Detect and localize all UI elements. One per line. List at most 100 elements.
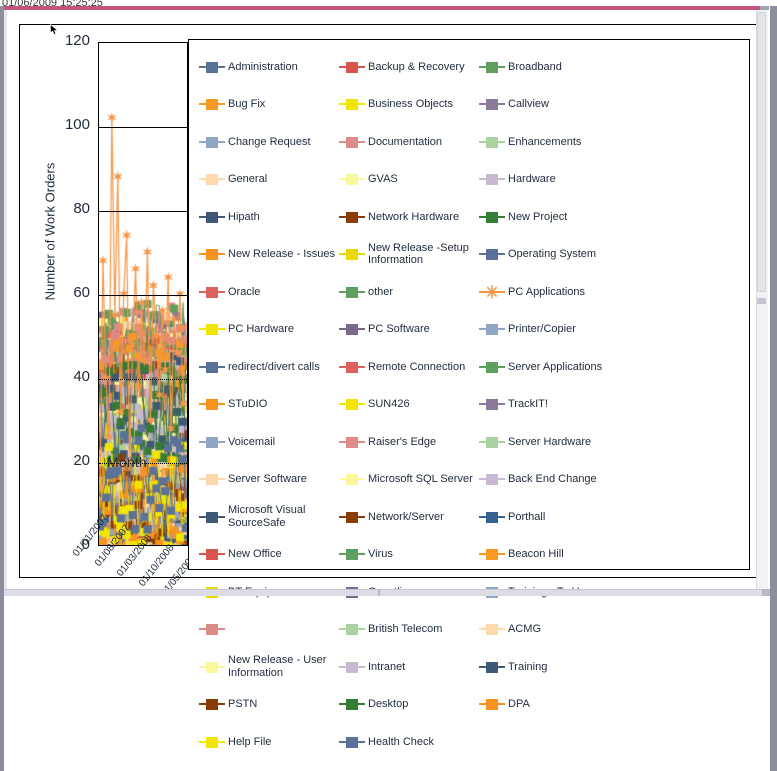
legend-item[interactable]: PSTN: [199, 686, 339, 724]
legend-item[interactable]: New Release - User Information: [199, 648, 339, 686]
legend-item-label: Callview: [508, 98, 549, 110]
legend-item[interactable]: Microsoft SQL Server: [339, 461, 479, 499]
legend-item-label: Documentation: [368, 135, 442, 148]
legend-item[interactable]: Broadband: [479, 48, 619, 86]
legend-item[interactable]: Porthall: [479, 498, 619, 536]
legend-item[interactable]: ACMG: [479, 611, 619, 649]
legend-item[interactable]: Server Software: [199, 461, 339, 499]
legend-square-marker-icon: [479, 697, 505, 711]
legend-item[interactable]: Voicemail: [199, 423, 339, 461]
legend-item[interactable]: Intranet: [339, 648, 479, 686]
legend-item[interactable]: Business Objects: [339, 86, 479, 124]
legend-item-label: PSTN: [228, 698, 258, 710]
legend-square-marker-icon: [479, 547, 505, 561]
legend-item[interactable]: New Project: [479, 198, 619, 236]
legend-square-marker-icon: [199, 735, 225, 749]
legend-item-label: Hipath: [228, 210, 260, 223]
legend-item[interactable]: TrackIT!: [479, 386, 619, 424]
legend-item-label: Server Software: [228, 473, 307, 485]
legend-item[interactable]: Raiser's Edge: [339, 423, 479, 461]
y-axis-tick-label: 40: [73, 368, 90, 385]
legend-item[interactable]: Callview: [479, 86, 619, 124]
horizontal-scrollbar-split[interactable]: [378, 589, 380, 596]
legend-square-marker-icon: [199, 547, 225, 561]
gridline-60: [99, 295, 187, 296]
legend-square-marker-icon: [479, 397, 505, 411]
legend-square-marker-icon: [479, 435, 505, 449]
legend-item[interactable]: PC Hardware: [199, 311, 339, 349]
y-axis-tick-label: 120: [64, 32, 90, 49]
window-title-strip: 01/06/2009 15:25:25: [0, 0, 777, 7]
legend-item[interactable]: Printer/Copier: [479, 311, 619, 349]
legend-item[interactable]: redirect/divert calls: [199, 348, 339, 386]
legend-item[interactable]: Network/Server: [339, 498, 479, 536]
gridline-80: [99, 211, 187, 212]
gridline-100: [99, 127, 187, 128]
legend-item[interactable]: New Office: [199, 536, 339, 574]
legend-item-label: Change Request: [228, 135, 311, 148]
accent-bar-cap: [760, 6, 769, 10]
gridline-20: [99, 463, 187, 465]
legend-item[interactable]: Documentation: [339, 123, 479, 161]
legend-item-label: Desktop: [368, 698, 409, 710]
legend-item-label: General: [228, 173, 268, 185]
legend-item[interactable]: DPA: [479, 686, 619, 724]
legend-item[interactable]: Network Hardware: [339, 198, 479, 236]
horizontal-scrollbar-end-cap[interactable]: [762, 589, 770, 596]
legend-item[interactable]: other: [339, 273, 479, 311]
legend-item[interactable]: Health Check: [339, 723, 479, 761]
legend-item-label: TrackIT!: [508, 398, 548, 410]
legend-item[interactable]: GVAS: [339, 161, 479, 199]
legend-item-label: Microsoft Visual SourceSafe: [228, 504, 306, 529]
legend-item[interactable]: Server Hardware: [479, 423, 619, 461]
legend-item[interactable]: Help File: [199, 723, 339, 761]
legend-item[interactable]: Hipath: [199, 198, 339, 236]
legend-square-marker-icon: [339, 510, 365, 524]
legend-item-label: PC Applications: [508, 285, 586, 298]
y-axis-tick-label: 0: [81, 536, 90, 553]
legend-item[interactable]: Operating System: [479, 236, 619, 274]
legend-item[interactable]: [199, 611, 339, 649]
legend-square-marker-icon: [339, 60, 365, 74]
legend-item[interactable]: New Release -Setup Information: [339, 236, 479, 274]
legend-item[interactable]: British Telecom: [339, 611, 479, 649]
legend-item[interactable]: Hardware: [479, 161, 619, 199]
legend-square-marker-icon: [199, 435, 225, 449]
legend-item[interactable]: Administration: [199, 48, 339, 86]
legend-square-marker-icon: [199, 510, 225, 524]
legend-item[interactable]: New Release - Issues: [199, 236, 339, 274]
legend-item[interactable]: Bug Fix: [199, 86, 339, 124]
legend-item[interactable]: General: [199, 161, 339, 199]
legend-item[interactable]: Microsoft Visual SourceSafe: [199, 498, 339, 536]
legend-item[interactable]: Enhancements: [479, 123, 619, 161]
legend-square-marker-icon: [479, 210, 505, 224]
legend-square-marker-icon: [479, 172, 505, 186]
legend-item[interactable]: PC Software: [339, 311, 479, 349]
legend-item-label: New Release -Setup Information: [368, 241, 469, 267]
legend-item[interactable]: Backup & Recovery: [339, 48, 479, 86]
legend-item[interactable]: STuDIO: [199, 386, 339, 424]
legend-square-marker-icon: [339, 547, 365, 561]
legend-item[interactable]: Change Request: [199, 123, 339, 161]
legend-item[interactable]: Virus: [339, 536, 479, 574]
legend-item-label: Server Applications: [508, 360, 603, 373]
legend-square-marker-icon: [339, 622, 365, 636]
legend-item[interactable]: Beacon Hill: [479, 536, 619, 574]
legend-item[interactable]: Desktop: [339, 686, 479, 724]
legend-item[interactable]: Training: [479, 648, 619, 686]
legend-item[interactable]: Oracle: [199, 273, 339, 311]
horizontal-scrollbar[interactable]: [4, 589, 770, 596]
mouse-cursor-icon: [50, 24, 59, 35]
legend-item-label: Intranet: [368, 660, 406, 673]
legend-item[interactable]: Remote Connection: [339, 348, 479, 386]
legend-item-label: Administration: [228, 60, 298, 73]
legend-item[interactable]: Back End Change: [479, 461, 619, 499]
legend-item-label: New Office: [228, 548, 282, 560]
legend-item-label: Oracle: [228, 285, 261, 298]
legend-item[interactable]: ✳ PC Applications: [479, 273, 619, 311]
vertical-scrollbar-thumb[interactable]: [757, 12, 766, 292]
legend-item-label: Virus: [368, 548, 393, 560]
vertical-scrollbar-tick[interactable]: [757, 298, 766, 304]
legend-item[interactable]: Server Applications: [479, 348, 619, 386]
legend-item[interactable]: SUN426: [339, 386, 479, 424]
